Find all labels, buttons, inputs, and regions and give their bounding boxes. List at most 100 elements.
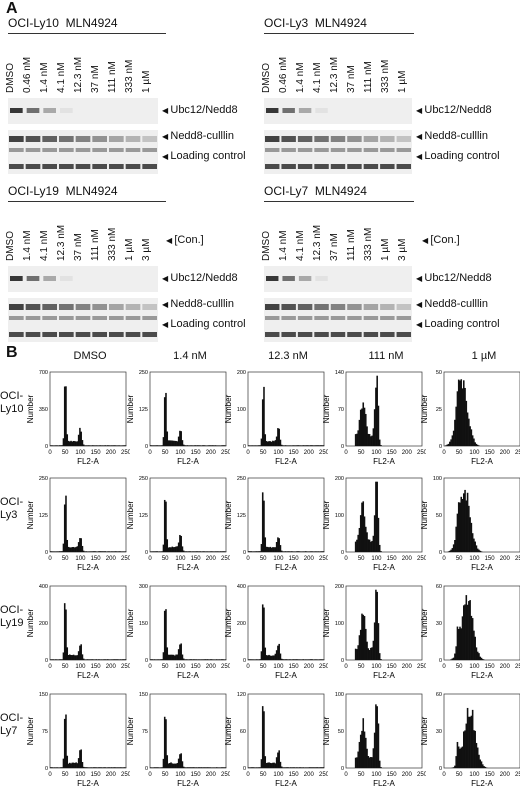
histogram-bar [362, 402, 365, 446]
histogram-bar [363, 516, 366, 552]
x-tick-label: 0 [48, 450, 52, 456]
histogram-bar [455, 406, 457, 446]
cullin-band [25, 304, 41, 310]
x-tick-label: 200 [500, 556, 511, 562]
histogram-bar [286, 659, 288, 660]
histogram-bar [278, 750, 280, 768]
histogram-bar [61, 659, 63, 660]
x-axis-label: FL2-A [373, 779, 395, 788]
histogram-bar [264, 434, 267, 446]
histogram-bar [207, 551, 209, 552]
loading-band [142, 332, 157, 337]
histogram-bar [459, 380, 461, 446]
histogram-bar [296, 659, 298, 660]
histogram-bar [161, 551, 163, 552]
y-tick-label: 0 [145, 444, 148, 450]
histogram-bar [118, 659, 120, 660]
histogram-bar [272, 547, 274, 552]
y-tick-label: 200 [39, 621, 48, 627]
y-tick-label: 25 [436, 407, 442, 413]
histogram-bar [282, 767, 284, 768]
histogram-bar [114, 659, 117, 660]
x-tick-label: 50 [260, 772, 267, 778]
histogram-bar [267, 762, 269, 768]
lane-label: 1 µM [380, 238, 391, 261]
histogram-bar [208, 551, 210, 552]
histogram-bar [288, 659, 291, 660]
histogram-bar [248, 551, 250, 552]
histogram-bar [320, 659, 322, 660]
cullin-band [297, 136, 313, 142]
lane-label: 12.3 nM [73, 56, 84, 93]
histogram-bar [117, 767, 119, 768]
x-tick-label: 250 [319, 772, 328, 778]
histogram-bar [123, 659, 126, 660]
histogram-bar [291, 659, 293, 660]
blot-title: OCI-Ly7 MLN4924 [264, 184, 414, 202]
histogram-bar [322, 445, 325, 446]
histogram-bar [277, 537, 279, 552]
histogram-bar [299, 767, 302, 768]
histogram-bar [122, 659, 124, 660]
histogram-bar [265, 655, 268, 660]
histogram-bar [124, 659, 127, 660]
x-tick-label: 150 [191, 664, 202, 670]
histogram-bar [174, 763, 176, 768]
histogram-bar [80, 431, 82, 446]
histogram-bar [250, 445, 253, 446]
histogram-bar [371, 435, 373, 446]
x-tick-label: 100 [469, 664, 480, 670]
histogram-bar [292, 445, 294, 446]
x-tick-label: 150 [387, 556, 398, 562]
histogram-bar [81, 545, 84, 552]
histogram-bar [201, 659, 204, 660]
x-tick-label: 250 [121, 772, 130, 778]
histogram-bar [170, 654, 172, 660]
ubc12-band [26, 276, 40, 281]
histogram-bar [286, 445, 288, 446]
histogram-bar [482, 764, 484, 768]
histogram-bar [91, 551, 94, 552]
histogram-bar [113, 659, 115, 660]
histogram-bar [222, 445, 224, 446]
histogram-bar [188, 659, 190, 660]
x-axis-label: FL2-A [373, 457, 395, 466]
band-label: Ubc12/Nedd8 [416, 272, 491, 284]
histogram-bar [454, 540, 456, 552]
flow-histogram: 0 50 100 150 200 250 0 200 400 FL2-A Number [26, 584, 130, 680]
loading-band [281, 332, 296, 337]
histogram-bar [119, 767, 122, 768]
y-tick-label: 60 [240, 729, 246, 735]
histogram-bar [249, 551, 251, 552]
histogram-bar [311, 445, 313, 446]
histogram-bar [194, 767, 196, 768]
concentration-label: [Con.] [422, 234, 459, 246]
histogram-bar [63, 718, 66, 768]
histogram-bar [258, 445, 260, 446]
histogram-bar [459, 748, 461, 768]
histogram-bar [172, 547, 175, 552]
histogram-bar [165, 719, 167, 768]
x-tick-label: 0 [148, 556, 152, 562]
histogram-bar [90, 445, 93, 446]
flow-histogram: 0 50 100 150 200 250 0 125 250 FL2-A Number [26, 476, 130, 572]
histogram-bar [152, 659, 155, 660]
histogram-bar [90, 551, 93, 552]
histogram-bar [151, 767, 153, 768]
histogram-bar [305, 445, 307, 446]
histogram-bar [268, 654, 270, 660]
histogram-bar [98, 767, 100, 768]
cullin-band [75, 136, 91, 142]
histogram-bar [452, 657, 455, 660]
histogram-bar [253, 551, 255, 552]
band-label: Ubc12/Nedd8 [416, 104, 491, 116]
histogram-bar [294, 767, 297, 768]
histogram-bar [470, 715, 473, 768]
cullin-band [109, 304, 124, 310]
row-header: OCI- Ly10 [0, 390, 23, 416]
histogram-bar [75, 546, 77, 552]
histogram-bar [263, 386, 265, 446]
histogram-bar [208, 767, 210, 768]
ubc12-band [282, 108, 295, 113]
histogram-bar [287, 659, 289, 660]
